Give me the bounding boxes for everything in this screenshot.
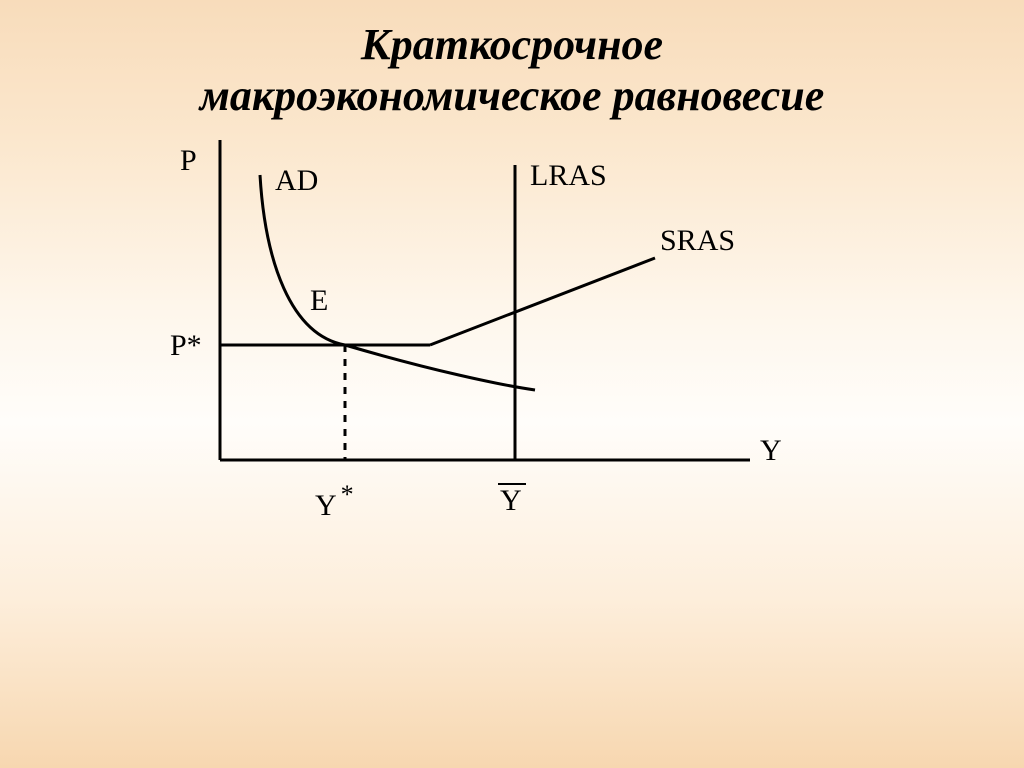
lras-label: LRAS — [530, 159, 607, 192]
slide-title: Краткосрочное макроэкономическое равнове… — [0, 20, 1024, 121]
title-line-1: Краткосрочное — [361, 20, 663, 69]
equilibrium-diagram: P Y AD LRAS SRAS E P* Y* Y — [130, 140, 890, 570]
e-point-label: E — [310, 284, 328, 317]
ad-curve — [260, 175, 535, 390]
title-line-2: макроэкономическое равновесие — [200, 71, 825, 120]
y-star-label: Y* — [315, 480, 354, 522]
sras-label: SRAS — [660, 224, 735, 257]
p-star-label: P* — [170, 329, 202, 362]
sras-curve-slope — [430, 258, 655, 345]
ad-label: AD — [275, 164, 318, 197]
y-bar-label: Y — [500, 484, 522, 517]
p-axis-label: P — [180, 144, 197, 177]
slide: Краткосрочное макроэкономическое равнове… — [0, 0, 1024, 768]
y-axis-label: Y — [760, 434, 782, 467]
